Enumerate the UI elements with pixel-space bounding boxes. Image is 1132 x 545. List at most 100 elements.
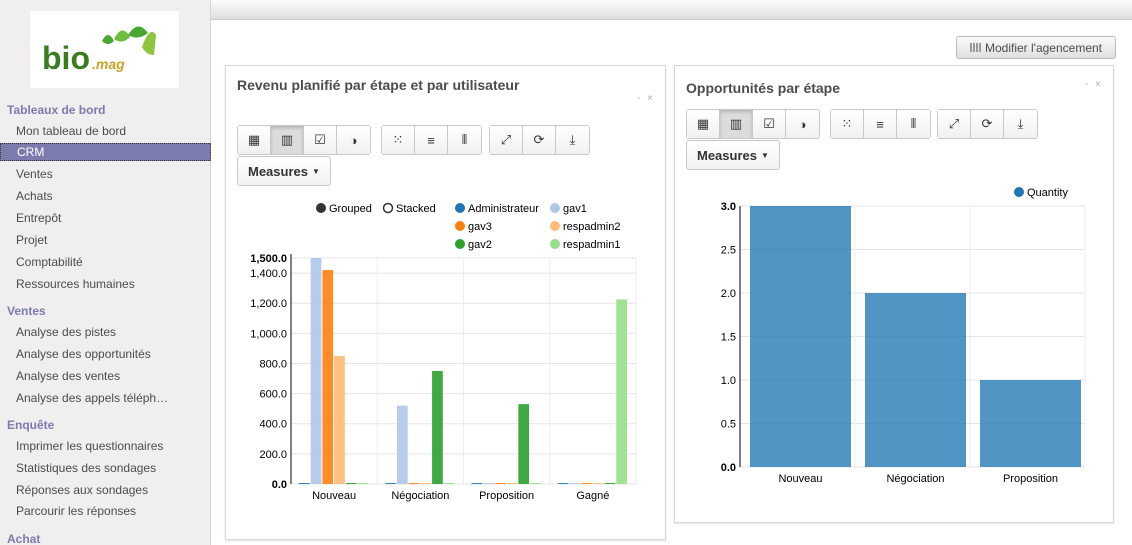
swap-axis-button[interactable]: ⟳: [971, 110, 1004, 138]
logo[interactable]: bio .mag: [30, 11, 179, 88]
sidebar-item-parcourir-reponses[interactable]: Parcourir les réponses: [16, 504, 137, 518]
heatmap-button[interactable]: ⁙: [831, 110, 864, 138]
legend-swatch[interactable]: [550, 221, 560, 231]
bar[interactable]: [865, 293, 966, 467]
panel-title: Revenu planifié par étape et par utilisa…: [237, 77, 520, 93]
legend-swatch[interactable]: [1014, 187, 1024, 197]
modify-layout-button[interactable]: Modifier l'agencement: [956, 36, 1116, 59]
y-tick-label: 0.0: [721, 462, 736, 474]
sidebar-item-entrepot[interactable]: Entrepôt: [16, 211, 62, 225]
expand-group: ⁙ ≡ ⦀: [381, 125, 482, 155]
bar[interactable]: [432, 371, 443, 484]
panel-opportunities-by-stage: Opportunités par étape - × ▦ ▥ ☑ ◑ ⁙ ≡ ⦀…: [674, 65, 1114, 523]
download-button[interactable]: ⤓: [1004, 110, 1037, 138]
bar[interactable]: [334, 355, 345, 484]
line-chart-button[interactable]: ☑: [304, 126, 337, 154]
sidebar-item-ressources-humaines[interactable]: Ressources humaines: [16, 277, 135, 291]
sidebar-item-analyse-opportunites[interactable]: Analyse des opportunités: [16, 347, 151, 361]
sidebar-item-analyse-pistes[interactable]: Analyse des pistes: [16, 325, 117, 339]
expand-icon: ⤢: [948, 116, 960, 131]
bar[interactable]: [569, 483, 581, 484]
sidebar-item-analyse-ventes[interactable]: Analyse des ventes: [16, 369, 121, 383]
bar[interactable]: [616, 299, 627, 484]
bar[interactable]: [604, 483, 616, 484]
bar[interactable]: [471, 483, 483, 484]
legend-swatch[interactable]: [455, 221, 465, 231]
legend-swatch[interactable]: [550, 239, 560, 249]
table-icon: ▦: [696, 116, 710, 131]
bar[interactable]: [322, 270, 334, 484]
bar[interactable]: [518, 404, 530, 484]
bar[interactable]: [408, 483, 420, 484]
bar[interactable]: [592, 483, 604, 484]
expand-icon: ⤢: [500, 132, 512, 147]
sidebar-item-mon-tableau-de-bord[interactable]: Mon tableau de bord: [16, 124, 127, 138]
bar[interactable]: [530, 483, 541, 484]
bar[interactable]: [299, 483, 310, 484]
sidebar-item-crm[interactable]: CRM: [0, 143, 211, 161]
y-tick-label: 2.0: [721, 288, 736, 300]
sidebar-item-analyse-appels[interactable]: Analyse des appels téléph…: [16, 391, 169, 405]
heatmap-button[interactable]: ⁙: [382, 126, 415, 154]
legend-swatch[interactable]: [455, 203, 465, 213]
actions-group: ⤢ ⟳ ⤓: [489, 125, 590, 155]
expand-button[interactable]: ⤢: [938, 110, 971, 138]
sidebar-item-ventes[interactable]: Ventes: [16, 167, 53, 181]
table-view-button[interactable]: ▦: [687, 110, 720, 138]
caret-down-icon: ▼: [760, 150, 769, 160]
pie-chart-icon: ◑: [349, 132, 358, 148]
line-chart-button[interactable]: ☑: [753, 110, 786, 138]
pie-chart-button[interactable]: ◑: [337, 126, 370, 154]
y-tick-label: 800.0: [259, 358, 287, 370]
bar-chart-button[interactable]: ▥: [720, 110, 753, 138]
measures-dropdown[interactable]: Measures ▼: [237, 156, 331, 186]
bar[interactable]: [750, 206, 851, 467]
bar[interactable]: [506, 483, 518, 484]
sidebar-item-achats[interactable]: Achats: [16, 189, 53, 203]
grouped-label: Grouped: [329, 203, 372, 215]
measures-label: Measures: [697, 147, 757, 163]
bar-chart-icon: ▥: [280, 132, 294, 147]
panel-controls[interactable]: - ×: [1085, 79, 1103, 90]
sidebar-item-statistiques-sondages[interactable]: Statistiques des sondages: [16, 461, 157, 475]
grouped-radio[interactable]: [316, 203, 326, 213]
bar[interactable]: [980, 380, 1081, 467]
bar[interactable]: [396, 405, 408, 484]
sidebar-item-comptabilite[interactable]: Comptabilité: [16, 255, 83, 269]
sidebar-item-imprimer-questionnaires[interactable]: Imprimer les questionnaires: [16, 439, 164, 453]
refresh-icon: ⟳: [981, 116, 993, 131]
expand-button[interactable]: ⤢: [490, 126, 523, 154]
bar[interactable]: [443, 483, 455, 484]
measures-dropdown[interactable]: Measures ▼: [686, 140, 780, 170]
download-button[interactable]: ⤓: [556, 126, 589, 154]
sidebar-item-reponses-sondages[interactable]: Réponses aux sondages: [16, 483, 149, 497]
y-tick-label: 3.0: [721, 201, 736, 213]
bar[interactable]: [310, 258, 322, 484]
table-view-button[interactable]: ▦: [238, 126, 271, 154]
swap-axis-button[interactable]: ⟳: [523, 126, 556, 154]
row-heatmap-button[interactable]: ≡: [864, 110, 897, 138]
legend-swatch[interactable]: [455, 239, 465, 249]
bar[interactable]: [494, 483, 506, 484]
bar[interactable]: [557, 483, 569, 484]
sidebar-item-projet[interactable]: Projet: [16, 233, 48, 247]
panel-controls[interactable]: - ×: [637, 93, 655, 104]
y-tick-label: 1.5: [721, 332, 736, 344]
logo-image: bio .mag: [42, 26, 156, 76]
stacked-radio[interactable]: [382, 202, 394, 214]
pie-chart-button[interactable]: ◑: [786, 110, 819, 138]
col-heatmap-button[interactable]: ⦀: [897, 110, 930, 138]
bar[interactable]: [581, 483, 592, 484]
bar[interactable]: [420, 483, 432, 484]
bar[interactable]: [357, 483, 369, 484]
legend-label: gav2: [468, 239, 492, 251]
col-heatmap-button[interactable]: ⦀: [448, 126, 481, 154]
bar-chart-button[interactable]: ▥: [271, 126, 304, 154]
bar[interactable]: [483, 483, 494, 484]
bar[interactable]: [385, 483, 396, 484]
check-square-icon: ☑: [314, 132, 326, 147]
row-heatmap-button[interactable]: ≡: [415, 126, 448, 154]
bar[interactable]: [345, 483, 357, 484]
grid-icon: ⁙: [841, 116, 853, 131]
legend-swatch[interactable]: [550, 203, 560, 213]
